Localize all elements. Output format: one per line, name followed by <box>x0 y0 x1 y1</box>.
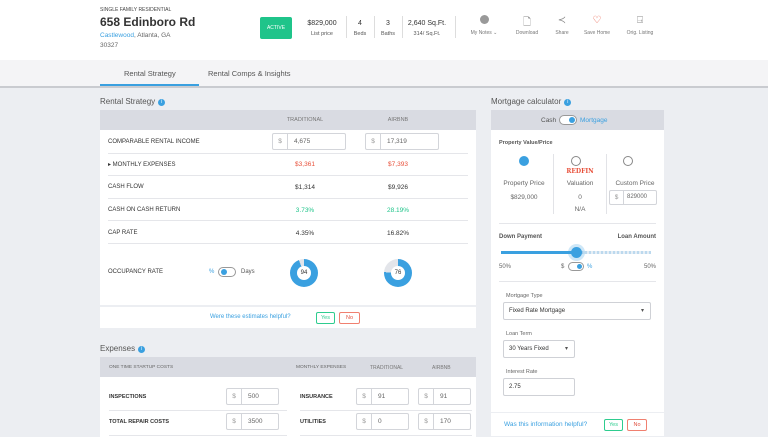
row-label: CAP RATE <box>108 230 138 236</box>
property-address: 658 Edinboro Rd <box>100 15 196 29</box>
monthly-expenses-toggle[interactable]: ▸ MONTHLY EXPENSES <box>108 162 176 168</box>
down-payment-slider[interactable] <box>501 247 651 258</box>
airbnb-occupancy-donut: 76 <box>384 259 412 287</box>
save-home-button[interactable]: Save Home <box>583 30 611 36</box>
traditional-income-input[interactable]: $4,675 <box>272 133 346 150</box>
heart-icon[interactable]: ♡ <box>592 15 602 26</box>
mortgage-title: Mortgage calculator i <box>491 97 572 106</box>
original-listing-button[interactable]: Orig. Listing <box>626 30 654 36</box>
insurance-airbnb-input[interactable]: $91 <box>418 388 471 405</box>
download-icon[interactable]: 🗋 <box>522 17 532 28</box>
my-notes-button[interactable]: My Notes ⌄ <box>470 30 498 36</box>
traditional-coc: 3.73% <box>295 207 315 214</box>
airbnb-income-input[interactable]: $17,319 <box>365 133 439 150</box>
redfin-logo: REDFIN <box>566 168 594 175</box>
status-badge: ACTIVE <box>260 17 292 39</box>
utilities-airbnb-input[interactable]: $170 <box>418 413 471 430</box>
custom-price-input[interactable]: $829000 <box>609 190 657 205</box>
share-button[interactable]: Share <box>555 30 569 36</box>
traditional-occupancy-donut: 94 <box>290 259 318 287</box>
info-icon[interactable]: i <box>564 99 572 106</box>
expenses-table: ONE TIME STARTUP COSTS MONTHLY EXPENSES … <box>100 357 476 437</box>
zip: 30327 <box>100 42 119 49</box>
airbnb-coc: 28.19% <box>386 207 410 214</box>
col-airbnb: AIRBNB <box>387 117 409 123</box>
slider-thumb[interactable] <box>570 247 582 258</box>
no-button[interactable]: No <box>339 312 360 324</box>
utilities-traditional-input[interactable]: $0 <box>356 413 409 430</box>
inspections-input[interactable]: $500 <box>226 388 279 405</box>
insurance-traditional-input[interactable]: $91 <box>356 388 409 405</box>
cash-mortgage-toggle[interactable] <box>559 115 577 125</box>
rental-strategy-table: TRADITIONAL AIRBNB COMPARABLE RENTAL INC… <box>100 110 476 312</box>
expenses-title: Expenses i <box>100 344 146 353</box>
occupancy-label: OCCUPANCY RATE <box>108 269 164 275</box>
share-icon[interactable]: ≺ <box>557 15 567 26</box>
occupancy-unit-toggle[interactable] <box>218 267 236 277</box>
yes-button[interactable]: Yes <box>316 312 335 324</box>
rental-strategy-title: Rental Strategy i <box>100 97 166 106</box>
baths: 3 Baths <box>380 20 396 37</box>
row-label: COMPARABLE RENTAL INCOME <box>108 139 200 145</box>
loan-term-select[interactable]: 30 Years Fixed ▾ <box>503 340 575 358</box>
dropdown-icon: ▾ <box>640 308 644 314</box>
mortgage-feedback: Was this information helpful? Yes No <box>491 413 664 436</box>
mortgage-type-select[interactable]: Fixed Rate Mortgage ▾ <box>503 302 651 320</box>
beds: 4 Beds <box>353 20 367 37</box>
property-header: SINGLE FAMILY RESIDENTIAL 658 Edinboro R… <box>0 0 768 60</box>
row-label: CASH FLOW <box>108 184 144 190</box>
custom-price-radio[interactable] <box>623 156 633 166</box>
no-button[interactable]: No <box>627 419 647 431</box>
airbnb-expenses: $7,393 <box>388 161 408 168</box>
mortgage-calculator: Cash Mortgage Property Value/Price Prope… <box>491 110 664 412</box>
info-icon[interactable]: i <box>138 346 146 353</box>
interest-rate-input[interactable]: 2.75 <box>503 378 575 396</box>
traditional-cash-flow: $1,314 <box>295 184 315 191</box>
dropdown-icon: ▾ <box>564 346 568 352</box>
neighborhood-link[interactable]: Castlewood <box>100 32 134 39</box>
tab-rental-strategy[interactable]: Rental Strategy <box>124 69 176 78</box>
redfin-valuation-radio[interactable] <box>571 156 581 166</box>
estimates-feedback: Were these estimates helpful? Yes No <box>100 305 476 328</box>
col-traditional: TRADITIONAL <box>286 117 324 123</box>
yes-button[interactable]: Yes <box>604 419 623 431</box>
traditional-cap-rate: 4.35% <box>295 230 315 237</box>
airbnb-cap-rate: 16.82% <box>386 230 410 237</box>
active-tab-indicator <box>100 84 199 86</box>
airbnb-cash-flow: $9,926 <box>388 184 408 191</box>
property-type: SINGLE FAMILY RESIDENTIAL <box>100 7 172 13</box>
dollar-percent-toggle[interactable] <box>568 262 584 271</box>
external-listing-icon[interactable]: ⍈ <box>637 15 643 26</box>
repair-costs-input[interactable]: $3500 <box>226 413 279 430</box>
row-label: CASH ON CASH RETURN <box>108 207 181 213</box>
sqft: 2,640 Sq.Ft. 314/ Sq.Ft. <box>407 20 447 37</box>
list-price: $829,000 List price <box>307 20 337 37</box>
tab-rental-comps[interactable]: Rental Comps & Insights <box>208 69 291 78</box>
city: , Atlanta, GA <box>133 32 171 39</box>
tab-bar: Rental Strategy Rental Comps & Insights <box>0 60 768 88</box>
property-price-radio[interactable] <box>519 156 529 166</box>
download-button[interactable]: Download <box>515 30 539 36</box>
traditional-expenses: $3,361 <box>295 161 315 168</box>
notes-icon[interactable] <box>462 15 506 27</box>
info-icon[interactable]: i <box>158 99 166 106</box>
